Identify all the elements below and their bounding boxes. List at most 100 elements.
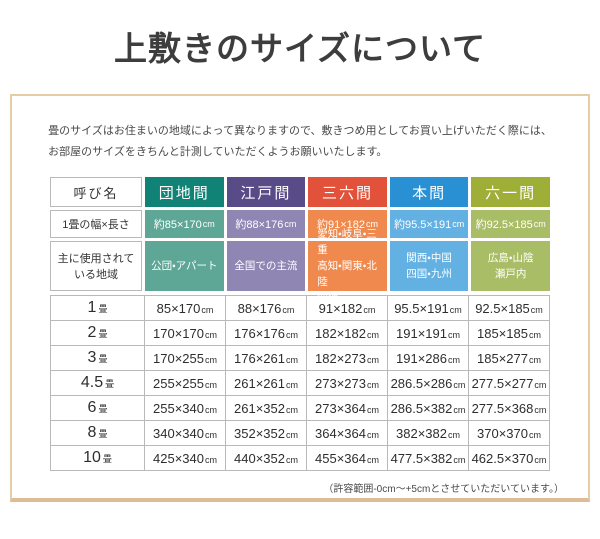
cm-unit-label: cm: [447, 429, 460, 440]
tatami-unit-label: 畳: [98, 429, 108, 439]
size-value: 170×255: [153, 350, 204, 366]
size-cell: 191×191cm: [387, 320, 469, 346]
intro-text: 畳のサイズはお住まいの地域によって異なりますので、敷きつめ用としてお買い上げいた…: [48, 121, 552, 163]
size-cell: 170×255cm: [144, 345, 226, 371]
cm-unit-label: cm: [204, 404, 217, 415]
cm-unit-label: cm: [204, 429, 217, 440]
cm-unit-label: cm: [533, 219, 546, 229]
table-row: 4.5 畳 255×255cm 261×261cm 273×273cm 286.5×286…: [50, 370, 550, 396]
size-value: 440×352: [234, 450, 285, 466]
size-value: 176×261: [234, 350, 285, 366]
size-value: 255×340: [153, 400, 204, 416]
size-cell: 182×273cm: [306, 345, 388, 371]
size-table: 呼び名 団地間 江戸間 三六間 本間 六一間 1畳の幅×長さ 約85×170 cm…: [50, 177, 550, 471]
cm-unit-label: cm: [449, 304, 462, 315]
size-value: 91×182: [318, 300, 363, 316]
tatami-count: 6: [87, 399, 97, 416]
corner-header: 呼び名: [50, 177, 142, 207]
size-value: 382×382: [396, 425, 447, 441]
tatami-unit-label: 畳: [102, 454, 112, 464]
cm-unit-label: cm: [363, 304, 376, 315]
size-cell: 176×261cm: [225, 345, 307, 371]
size-cell: 185×277cm: [468, 345, 550, 371]
size-value: 88×176: [237, 300, 282, 316]
size-cell: 176×176cm: [225, 320, 307, 346]
tatami-count: 2: [87, 324, 97, 341]
size-value: 273×273: [315, 375, 366, 391]
size-value: 約95.5×191: [394, 219, 452, 231]
size-cell: 88×176cm: [225, 295, 307, 321]
region-cell: 公団・アパート: [145, 241, 224, 291]
size-cell: 273×273cm: [306, 370, 388, 396]
size-cell: 440×352cm: [225, 445, 307, 471]
size-cell: 170×170cm: [144, 320, 226, 346]
cm-unit-label: cm: [530, 304, 543, 315]
region-cell: 全国での主流: [226, 241, 306, 291]
cm-unit-label: cm: [285, 404, 298, 415]
cm-unit-label: cm: [453, 404, 466, 415]
cm-unit-label: cm: [204, 329, 217, 340]
size-value: 261×261: [234, 375, 285, 391]
size-value: 286.5×286: [390, 375, 453, 391]
table-header-section: 呼び名 団地間 江戸間 三六間 本間 六一間 1畳の幅×長さ 約85×170 cm…: [50, 177, 550, 304]
table-row: 2 畳 170×170cm 176×176cm 182×182cm 191×191cm 18…: [50, 320, 550, 346]
size-cell: 92.5×185cm: [468, 295, 550, 321]
tatami-count: 10: [83, 449, 101, 466]
size-value: 191×286: [396, 350, 447, 366]
cm-unit-label: cm: [528, 329, 541, 340]
size-value: 286.5×382: [390, 400, 453, 416]
cm-unit-label: cm: [366, 454, 379, 465]
size-value: 261×352: [234, 400, 285, 416]
region-cell: 広島・山陰 瀬戸内: [471, 241, 550, 291]
size-value: 455×364: [315, 450, 366, 466]
one-tatami-size-cell: 約88×176 cm: [226, 210, 306, 238]
region-cell: 関西・中国 四国・九州: [389, 241, 469, 291]
size-value: 170×170: [153, 325, 204, 341]
table-row: 1 畳 85×170cm 88×176cm 91×182cm 95.5×191cm 92.5…: [50, 295, 550, 321]
size-cell: 91×182cm: [306, 295, 388, 321]
size-value: 277.5×368: [471, 400, 534, 416]
cm-unit-label: cm: [528, 354, 541, 365]
size-value: 340×340: [153, 425, 204, 441]
size-value: 462.5×370: [471, 450, 534, 466]
cm-unit-label: cm: [204, 379, 217, 390]
tatami-unit-label: 畳: [98, 304, 108, 314]
tatami-count-cell: 10 畳: [50, 445, 145, 471]
cm-unit-label: cm: [285, 354, 298, 365]
cm-unit-label: cm: [201, 304, 214, 315]
size-cell: 273×364cm: [306, 395, 388, 421]
size-cell: 340×340cm: [144, 420, 226, 446]
tatami-unit-label: 畳: [98, 329, 108, 339]
size-cell: 182×182cm: [306, 320, 388, 346]
size-cell: 286.5×286cm: [387, 370, 469, 396]
cm-unit-label: cm: [528, 429, 541, 440]
size-value: 277.5×277: [471, 375, 534, 391]
tatami-unit-label: 畳: [105, 379, 115, 389]
one-tatami-size-cell: 約92.5×185 cm: [471, 210, 550, 238]
table-row: 3 畳 170×255cm 176×261cm 182×273cm 191×286cm 18…: [50, 345, 550, 371]
cm-unit-label: cm: [202, 219, 215, 229]
one-tatami-size-cell: 約91×182 cm: [308, 210, 387, 238]
size-cell: 455×364cm: [306, 445, 388, 471]
cm-unit-label: cm: [285, 379, 298, 390]
table-row: 6 畳 255×340cm 261×352cm 273×364cm 286.5×382cm…: [50, 395, 550, 421]
size-cell: 352×352cm: [225, 420, 307, 446]
column-header-honma: 本間: [389, 177, 469, 207]
cm-unit-label: cm: [447, 354, 460, 365]
size-value: 176×176: [234, 325, 285, 341]
size-cell: 477.5×382cm: [387, 445, 469, 471]
size-value: 約92.5×185: [475, 219, 533, 231]
tatami-count: 3: [87, 349, 97, 366]
content-frame: 畳のサイズはお住まいの地域によって異なりますので、敷きつめ用としてお買い上げいた…: [10, 94, 590, 502]
cm-unit-label: cm: [204, 354, 217, 365]
size-table-grid: 1 畳 85×170cm 88×176cm 91×182cm 95.5×191cm 92.5…: [50, 295, 550, 471]
cm-unit-label: cm: [285, 329, 298, 340]
cm-unit-label: cm: [534, 379, 547, 390]
cm-unit-label: cm: [285, 454, 298, 465]
cm-unit-label: cm: [453, 454, 466, 465]
region-cell: 愛知・岐阜・三重 高知・関東・北陸 沖縄: [308, 228, 387, 304]
